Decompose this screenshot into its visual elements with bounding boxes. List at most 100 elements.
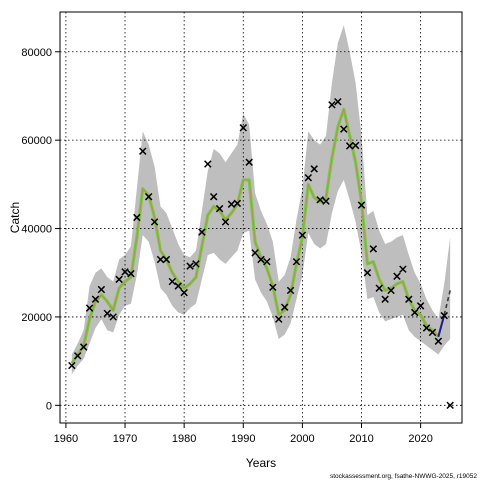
observed-point-stroke xyxy=(280,303,289,311)
observed-point-stroke xyxy=(162,255,171,264)
y-tick-label: 80000 xyxy=(21,47,52,59)
observed-point xyxy=(180,288,188,297)
observed-point xyxy=(316,196,324,204)
observed-point-stroke xyxy=(440,311,448,320)
observed-point xyxy=(363,269,372,277)
observed-point-stroke xyxy=(357,201,366,209)
observed-point xyxy=(251,249,259,257)
observed-point xyxy=(292,257,301,266)
observed-point xyxy=(387,286,395,295)
confidence-band xyxy=(71,25,451,375)
observed-point xyxy=(227,200,236,208)
observed-point-stroke xyxy=(91,295,100,303)
observed-point-stroke xyxy=(387,286,395,295)
observed-point xyxy=(139,147,147,155)
axis-layer: 1960 1970 1980 1990 2000 2010 2020 0 20000 40000 6… xyxy=(21,47,432,445)
estimate-line-inner xyxy=(71,108,439,364)
x-tick-label: 2000 xyxy=(290,433,314,445)
observed-point-stroke xyxy=(180,288,188,297)
observed-point-stroke xyxy=(263,257,271,266)
observed-point xyxy=(109,313,117,321)
observed-point-stroke xyxy=(375,284,383,292)
observed-point-stroke xyxy=(340,125,348,133)
observed-point xyxy=(369,245,378,253)
observed-point xyxy=(85,304,94,312)
observed-point-stroke xyxy=(79,343,88,351)
observed-point-stroke xyxy=(269,283,277,292)
observed-point-stroke xyxy=(399,265,407,273)
observed-point xyxy=(245,158,253,166)
observed-point-stroke xyxy=(304,173,313,182)
observed-point-stroke xyxy=(168,277,177,286)
observed-point xyxy=(121,268,129,276)
observed-point xyxy=(192,260,200,268)
observed-point-stroke xyxy=(410,308,419,317)
observed-point xyxy=(393,272,401,281)
observed-point xyxy=(115,275,123,284)
observed-point-stroke xyxy=(393,272,401,281)
observed-point xyxy=(328,101,336,109)
observed-point-stroke xyxy=(109,313,117,321)
observed-point xyxy=(127,269,135,278)
y-tick-label: 40000 xyxy=(21,224,52,236)
observed-point-stroke xyxy=(446,401,454,410)
observed-point xyxy=(357,201,366,209)
projection-line xyxy=(437,314,446,338)
observed-point xyxy=(351,141,360,150)
observed-point xyxy=(103,309,112,318)
observed-point-stroke xyxy=(156,255,165,264)
observed-point-stroke xyxy=(121,268,129,276)
observed-point xyxy=(269,283,277,292)
plot-frame xyxy=(59,11,463,424)
observed-point xyxy=(375,284,383,292)
observed-point xyxy=(405,295,413,303)
observed-point xyxy=(74,352,82,360)
observed-point-stroke xyxy=(204,160,212,168)
observed-point-stroke xyxy=(422,324,431,332)
observed-point-stroke xyxy=(351,141,360,150)
observed-point xyxy=(233,199,242,208)
observed-point xyxy=(198,228,206,236)
observed-point xyxy=(416,302,425,310)
observed-point xyxy=(174,282,182,290)
x-tick-label: 1960 xyxy=(54,433,78,445)
observed-point-stroke xyxy=(316,196,324,204)
observed-point-stroke xyxy=(192,260,200,268)
observed-point xyxy=(440,311,448,320)
observed-point-stroke xyxy=(405,295,413,303)
observed-point xyxy=(322,197,330,205)
x-tick-label: 2010 xyxy=(349,433,373,445)
observed-point-stroke xyxy=(74,352,82,360)
observed-point xyxy=(298,231,307,239)
observed-point xyxy=(434,337,443,345)
observed-point-stroke xyxy=(97,285,106,294)
observed-point-stroke xyxy=(292,257,301,266)
x-tick-label: 2020 xyxy=(408,433,432,445)
observed-point xyxy=(204,160,212,168)
observed-point-stroke xyxy=(257,255,265,264)
observed-point xyxy=(79,343,88,351)
observed-point xyxy=(410,308,419,317)
observed-point xyxy=(422,324,431,332)
observed-point-stroke xyxy=(298,231,307,239)
observed-point-stroke xyxy=(239,124,247,132)
credit-text: stockassessment.org, fsathe-NWWG-2025, r… xyxy=(330,473,477,480)
observed-point-stroke xyxy=(144,192,153,201)
observed-point-stroke xyxy=(381,295,389,303)
observed-point xyxy=(239,124,247,132)
y-tick-label: 60000 xyxy=(21,135,52,147)
observed-point xyxy=(133,213,141,222)
y-tick-label: 20000 xyxy=(21,312,52,324)
observed-point-stroke xyxy=(322,197,330,205)
observed-point xyxy=(310,165,318,173)
observed-point xyxy=(340,125,348,133)
y-tick-label: 0 xyxy=(46,400,52,412)
observed-point xyxy=(162,255,171,264)
x-tick-label: 1990 xyxy=(231,433,255,445)
observed-point xyxy=(286,286,295,295)
observed-point xyxy=(334,97,342,106)
observed-point-stroke xyxy=(133,213,141,222)
observed-point-stroke xyxy=(328,101,336,109)
x-axis-title: Years xyxy=(246,456,276,470)
observed-point xyxy=(428,328,437,337)
